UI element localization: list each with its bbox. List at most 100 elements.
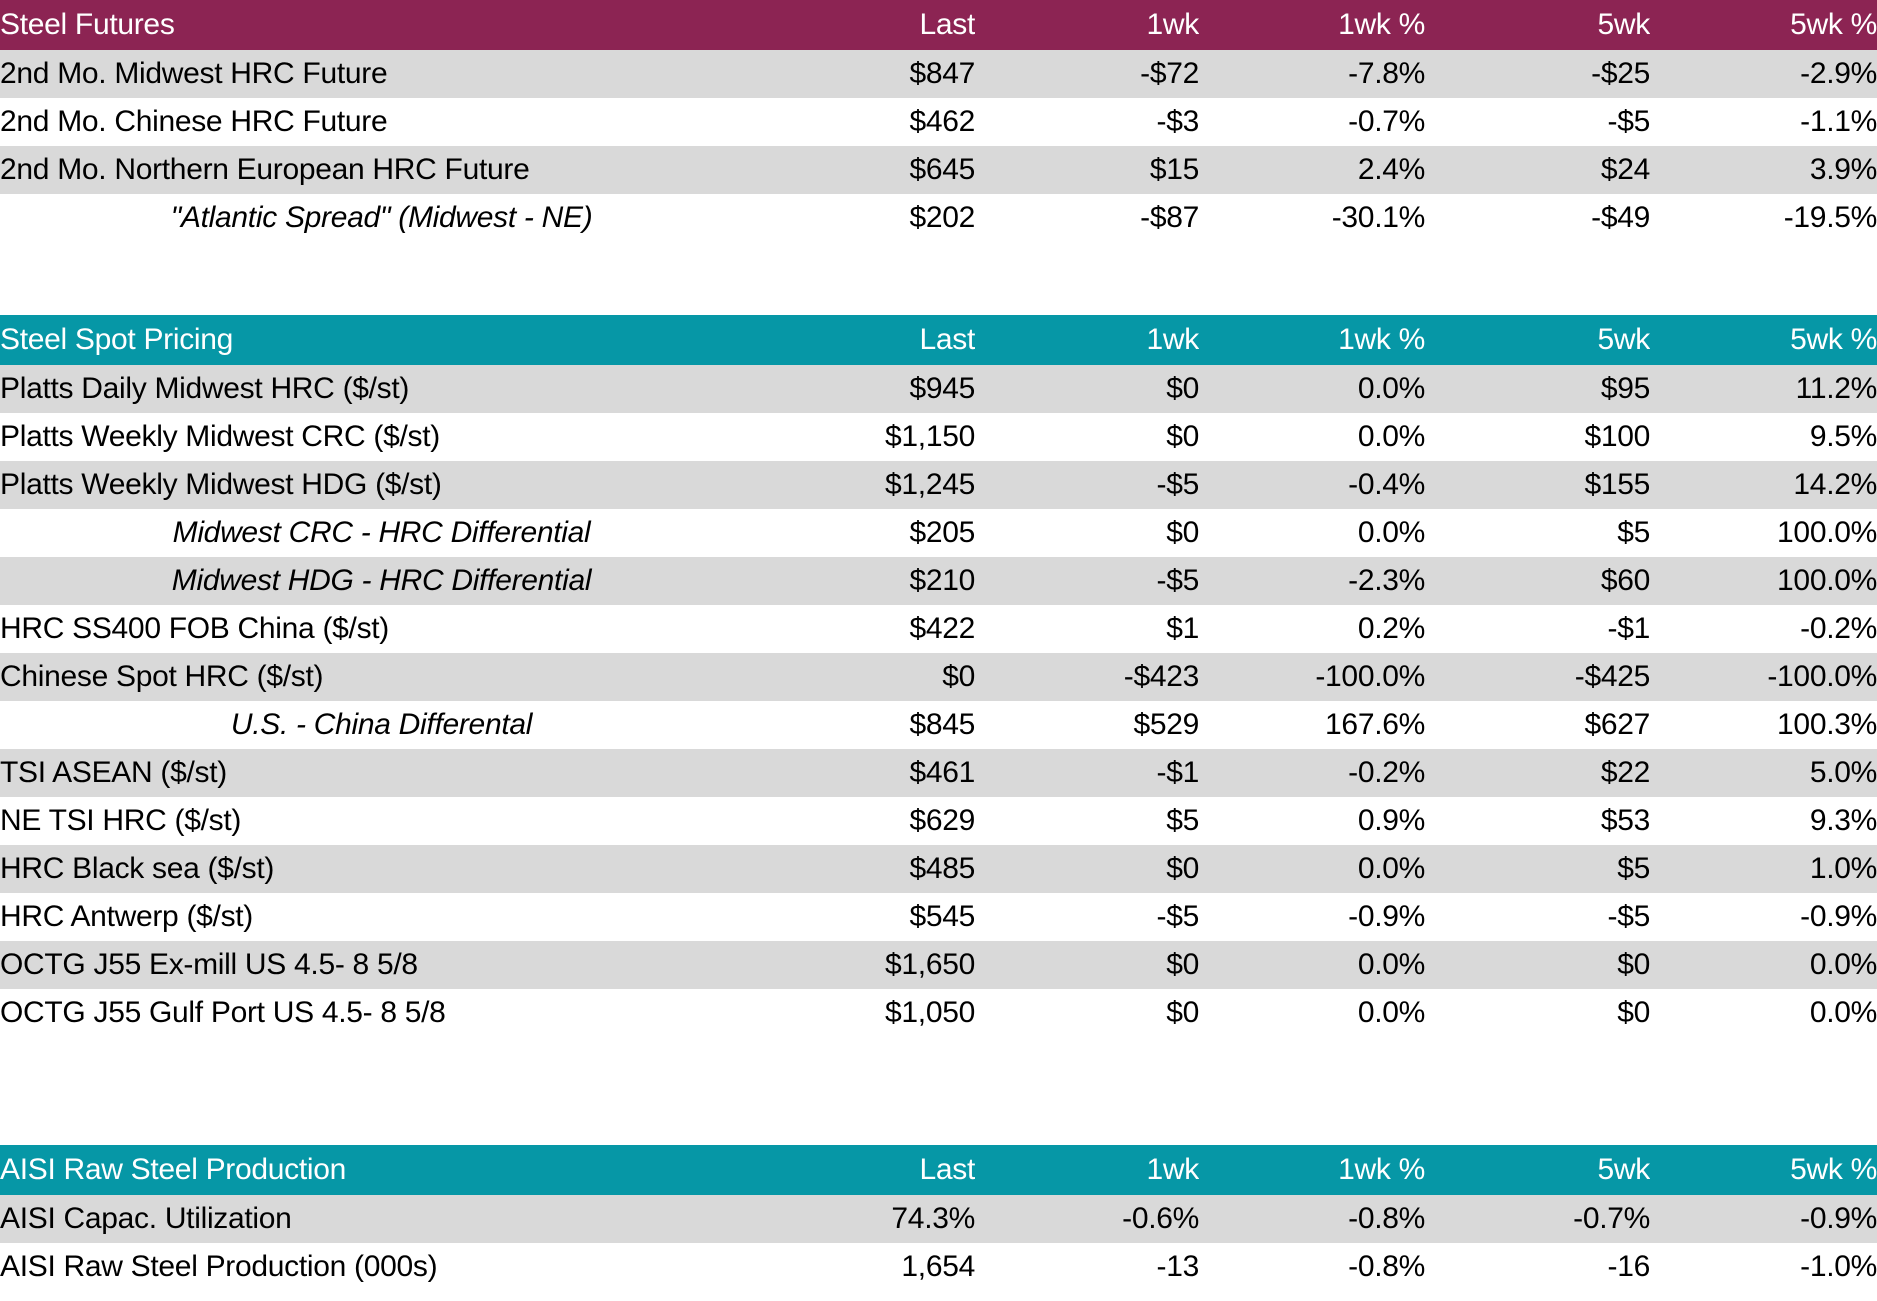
column-header-1wk: 1wk — [975, 315, 1199, 365]
cell-5wk-pct: 5.0% — [1650, 749, 1877, 797]
cell-last: $1,150 — [763, 413, 975, 461]
table-row: Platts Weekly Midwest CRC ($/st) $1,150 … — [0, 413, 1877, 461]
cell-5wk: -$49 — [1425, 194, 1650, 242]
cell-last: $205 — [763, 509, 975, 557]
cell-5wk: -0.7% — [1425, 1195, 1650, 1243]
cell-1wk-pct: -30.1% — [1199, 194, 1425, 242]
cell-1wk-pct: -0.7% — [1199, 98, 1425, 146]
table-row: 2nd Mo. Chinese HRC Future $462 -$3 -0.7… — [0, 98, 1877, 146]
cell-5wk-pct: -1.0% — [1650, 1243, 1877, 1291]
table-row: NE TSI HRC ($/st) $629 $5 0.9% $53 9.3% — [0, 797, 1877, 845]
cell-1wk-pct: -7.8% — [1199, 50, 1425, 98]
cell-1wk: -$87 — [975, 194, 1199, 242]
cell-5wk-pct: -19.5% — [1650, 194, 1877, 242]
cell-5wk: $100 — [1425, 413, 1650, 461]
cell-5wk-pct: 11.2% — [1650, 365, 1877, 413]
table-row: 2nd Mo. Midwest HRC Future $847 -$72 -7.… — [0, 50, 1877, 98]
table-row: Platts Weekly Midwest HDG ($/st) $1,245 … — [0, 461, 1877, 509]
column-header-last: Last — [763, 315, 975, 365]
cell-last: $845 — [763, 701, 975, 749]
row-label: AISI Capac. Utilization — [0, 1195, 763, 1243]
steel-futures-section: Steel Futures Last 1wk 1wk % 5wk 5wk % 2… — [0, 0, 1877, 242]
row-label: Platts Weekly Midwest HDG ($/st) — [0, 461, 763, 509]
cell-5wk-pct: -100.0% — [1650, 653, 1877, 701]
row-label: Chinese Spot HRC ($/st) — [0, 653, 763, 701]
cell-1wk-pct: 167.6% — [1199, 701, 1425, 749]
cell-5wk: $155 — [1425, 461, 1650, 509]
table-row: Platts Daily Midwest HRC ($/st) $945 $0 … — [0, 365, 1877, 413]
cell-5wk-pct: -0.9% — [1650, 1195, 1877, 1243]
cell-1wk-pct: 2.4% — [1199, 146, 1425, 194]
column-header-5wk-pct: 5wk % — [1650, 0, 1877, 50]
cell-last: 74.3% — [763, 1195, 975, 1243]
cell-5wk: -$5 — [1425, 893, 1650, 941]
cell-5wk: -$5 — [1425, 98, 1650, 146]
cell-5wk-pct: 100.0% — [1650, 509, 1877, 557]
cell-1wk: -13 — [975, 1243, 1199, 1291]
cell-5wk-pct: -1.1% — [1650, 98, 1877, 146]
cell-5wk-pct: -2.9% — [1650, 50, 1877, 98]
cell-last: $210 — [763, 557, 975, 605]
table-row: TSI ASEAN ($/st) $461 -$1 -0.2% $22 5.0% — [0, 749, 1877, 797]
cell-last: $422 — [763, 605, 975, 653]
column-header-1wk: 1wk — [975, 1145, 1199, 1195]
table-row: "Atlantic Spread" (Midwest - NE) $202 -$… — [0, 194, 1877, 242]
aisi-raw-steel-production-section: AISI Raw Steel Production Last 1wk 1wk %… — [0, 1145, 1877, 1291]
section-header-row: Steel Futures Last 1wk 1wk % 5wk 5wk % — [0, 0, 1877, 50]
cell-last: $847 — [763, 50, 975, 98]
cell-last: $629 — [763, 797, 975, 845]
row-label: "Atlantic Spread" (Midwest - NE) — [0, 194, 763, 242]
cell-last: $1,650 — [763, 941, 975, 989]
table-row: Midwest HDG - HRC Differential $210 -$5 … — [0, 557, 1877, 605]
cell-5wk: -$1 — [1425, 605, 1650, 653]
cell-1wk: -$423 — [975, 653, 1199, 701]
column-header-5wk: 5wk — [1425, 315, 1650, 365]
table-row: Chinese Spot HRC ($/st) $0 -$423 -100.0%… — [0, 653, 1877, 701]
cell-5wk: $22 — [1425, 749, 1650, 797]
cell-1wk: -0.6% — [975, 1195, 1199, 1243]
cell-5wk: $0 — [1425, 989, 1650, 1037]
cell-5wk: $0 — [1425, 941, 1650, 989]
cell-5wk-pct: 9.5% — [1650, 413, 1877, 461]
cell-1wk: $0 — [975, 365, 1199, 413]
cell-1wk-pct: 0.2% — [1199, 605, 1425, 653]
cell-5wk: $5 — [1425, 509, 1650, 557]
table-row: OCTG J55 Ex-mill US 4.5- 8 5/8 $1,650 $0… — [0, 941, 1877, 989]
cell-5wk: $60 — [1425, 557, 1650, 605]
row-label: TSI ASEAN ($/st) — [0, 749, 763, 797]
cell-1wk-pct: -0.2% — [1199, 749, 1425, 797]
row-label: AISI Raw Steel Production (000s) — [0, 1243, 763, 1291]
column-header-5wk-pct: 5wk % — [1650, 1145, 1877, 1195]
section-title: Steel Futures — [0, 0, 763, 50]
row-label: HRC SS400 FOB China ($/st) — [0, 605, 763, 653]
cell-last: $1,050 — [763, 989, 975, 1037]
cell-5wk: -16 — [1425, 1243, 1650, 1291]
cell-1wk: -$5 — [975, 557, 1199, 605]
row-label: 2nd Mo. Chinese HRC Future — [0, 98, 763, 146]
cell-5wk-pct: -0.2% — [1650, 605, 1877, 653]
cell-1wk: $1 — [975, 605, 1199, 653]
table-row: HRC Black sea ($/st) $485 $0 0.0% $5 1.0… — [0, 845, 1877, 893]
cell-1wk: -$3 — [975, 98, 1199, 146]
cell-5wk-pct: 0.0% — [1650, 989, 1877, 1037]
cell-1wk: $0 — [975, 941, 1199, 989]
column-header-1wk-pct: 1wk % — [1199, 315, 1425, 365]
cell-1wk-pct: -100.0% — [1199, 653, 1425, 701]
row-label: Platts Weekly Midwest CRC ($/st) — [0, 413, 763, 461]
cell-5wk: $53 — [1425, 797, 1650, 845]
cell-1wk-pct: -0.8% — [1199, 1195, 1425, 1243]
row-label: 2nd Mo. Midwest HRC Future — [0, 50, 763, 98]
table-row: 2nd Mo. Northern European HRC Future $64… — [0, 146, 1877, 194]
cell-last: $945 — [763, 365, 975, 413]
row-label: HRC Antwerp ($/st) — [0, 893, 763, 941]
cell-5wk-pct: 1.0% — [1650, 845, 1877, 893]
cell-5wk: -$25 — [1425, 50, 1650, 98]
cell-1wk: -$72 — [975, 50, 1199, 98]
row-label: OCTG J55 Ex-mill US 4.5- 8 5/8 — [0, 941, 763, 989]
section-header-row: Steel Spot Pricing Last 1wk 1wk % 5wk 5w… — [0, 315, 1877, 365]
cell-1wk: $0 — [975, 845, 1199, 893]
section-body: Platts Daily Midwest HRC ($/st) $945 $0 … — [0, 365, 1877, 1037]
cell-5wk-pct: 14.2% — [1650, 461, 1877, 509]
cell-5wk-pct: 0.0% — [1650, 941, 1877, 989]
